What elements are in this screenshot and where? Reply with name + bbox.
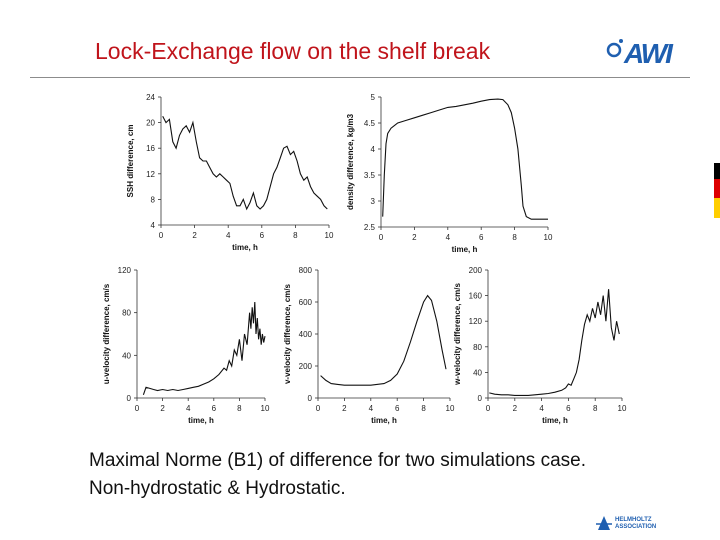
chart-2-x-tick-label: 10 [261, 404, 270, 413]
awi-logo-icon [606, 39, 623, 58]
chart-3-x-tick-label: 8 [421, 404, 426, 413]
chart-4-y-tick-label: 120 [469, 317, 483, 326]
chart-2-y-tick-label: 40 [122, 351, 131, 360]
chart-2-series-line [142, 301, 266, 395]
helmholtz-line-2: ASSOCIATION [615, 524, 657, 530]
chart-1-x-tick-label: 10 [544, 233, 553, 242]
chart-0-y-tick-label: 4 [151, 221, 156, 230]
chart-0-x-tick-label: 6 [260, 231, 265, 240]
chart-1-x-tick-label: 6 [479, 233, 484, 242]
chart-4-y-tick-label: 40 [473, 368, 482, 377]
chart-4-y-tick-label: 200 [469, 266, 483, 275]
slide-caption: Maximal Norme (B1) of difference for two… [89, 447, 586, 503]
chart-1-xlabel: time, h [452, 245, 478, 254]
chart-1-y-tick-label: 4 [371, 145, 376, 154]
chart-0-ylabel: SSH difference, cm [126, 125, 135, 198]
chart-2-y-tick-label: 120 [118, 266, 132, 275]
chart-4-y-tick-label: 80 [473, 343, 482, 352]
chart-1-x-tick-label: 8 [512, 233, 517, 242]
chart-1-x-tick-label: 2 [412, 233, 417, 242]
chart-2-x-tick-label: 4 [186, 404, 191, 413]
chart-2-x-tick-label: 6 [212, 404, 217, 413]
chart-4-x-tick-label: 4 [539, 404, 544, 413]
chart-3-y-tick-label: 0 [308, 394, 313, 403]
chart-0-x-tick-label: 4 [226, 231, 231, 240]
chart-1-x-tick-label: 0 [379, 233, 384, 242]
chart-0-x-tick-label: 0 [159, 231, 164, 240]
chart-4-series-line [489, 289, 620, 396]
helmholtz-logo-icon [596, 516, 612, 530]
slide-title: Lock-Exchange flow on the shelf break [95, 38, 491, 64]
chart-4-x-tick-label: 0 [486, 404, 491, 413]
chart-1-ylabel: density difference, kg/m3 [346, 113, 355, 210]
chart-1-y-tick-label: 4.5 [364, 119, 376, 128]
chart-4-x-tick-label: 6 [566, 404, 571, 413]
chart-0-y-tick-label: 12 [146, 170, 155, 179]
chart-0-x-tick-label: 10 [325, 231, 334, 240]
chart-4-x-tick-label: 10 [618, 404, 627, 413]
chart-0-y-tick-label: 24 [146, 93, 155, 102]
chart-2-x-tick-label: 8 [237, 404, 242, 413]
chart-3-x-tick-label: 4 [369, 404, 374, 413]
chart-0-y-tick-label: 20 [146, 119, 155, 128]
chart-2-y-tick-label: 0 [127, 394, 132, 403]
chart-4-y-tick-label: 160 [469, 292, 483, 301]
chart-4-x-tick-label: 8 [593, 404, 598, 413]
chart-4-xlabel: time, h [542, 416, 568, 425]
awi-logo-text: AWI [624, 38, 673, 69]
chart-0-y-tick-label: 8 [151, 195, 156, 204]
chart-1-series-line [382, 98, 548, 220]
title-divider [30, 77, 690, 78]
chart-3-x-tick-label: 2 [342, 404, 347, 413]
chart-1-x-tick-label: 4 [446, 233, 451, 242]
chart-0-xlabel: time, h [232, 243, 258, 252]
chart-4-x-tick-label: 2 [513, 404, 518, 413]
chart-1-y-tick-label: 2.5 [364, 223, 376, 232]
chart-3-x-tick-label: 0 [316, 404, 321, 413]
flag-stripe-red [714, 179, 720, 198]
helmholtz-line-1: HELMHOLTZ [615, 517, 652, 523]
chart-4-y-tick-label: 0 [478, 394, 483, 403]
caption-line-1: Maximal Norme (B1) of difference for two… [89, 450, 586, 471]
chart-0-y-tick-label: 16 [146, 144, 155, 153]
chart-1-y-tick-label: 3 [371, 197, 376, 206]
flag-stripe-black [714, 163, 720, 179]
chart-2-ylabel: u-velocity difference, cm/s [102, 283, 111, 384]
flag-stripe-gold [714, 198, 720, 218]
chart-3-ylabel: v-velocity difference, cm/s [283, 283, 292, 384]
chart-3-x-tick-label: 10 [446, 404, 455, 413]
chart-3-y-tick-label: 800 [299, 266, 313, 275]
chart-0-series-line [162, 115, 328, 211]
chart-0-x-tick-label: 8 [293, 231, 298, 240]
chart-2-x-tick-label: 2 [160, 404, 165, 413]
chart-3-series-line [320, 294, 447, 386]
helmholtz-logo-text: HELMHOLTZ ASSOCIATION [615, 517, 656, 531]
chart-2-y-tick-label: 80 [122, 309, 131, 318]
chart-0-x-tick-label: 2 [192, 231, 197, 240]
chart-2-x-tick-label: 0 [135, 404, 140, 413]
chart-2-xlabel: time, h [188, 416, 214, 425]
chart-3-xlabel: time, h [371, 416, 397, 425]
chart-4-ylabel: w-velocity difference, cm/s [453, 283, 462, 386]
chart-3-y-tick-label: 600 [299, 298, 313, 307]
chart-1-y-tick-label: 3.5 [364, 171, 376, 180]
chart-3-y-tick-label: 400 [299, 330, 313, 339]
chart-1-y-tick-label: 5 [371, 93, 376, 102]
chart-3-x-tick-label: 6 [395, 404, 400, 413]
caption-line-2: Non-hydrostatic & Hydrostatic. [89, 478, 346, 499]
chart-3-y-tick-label: 200 [299, 362, 313, 371]
